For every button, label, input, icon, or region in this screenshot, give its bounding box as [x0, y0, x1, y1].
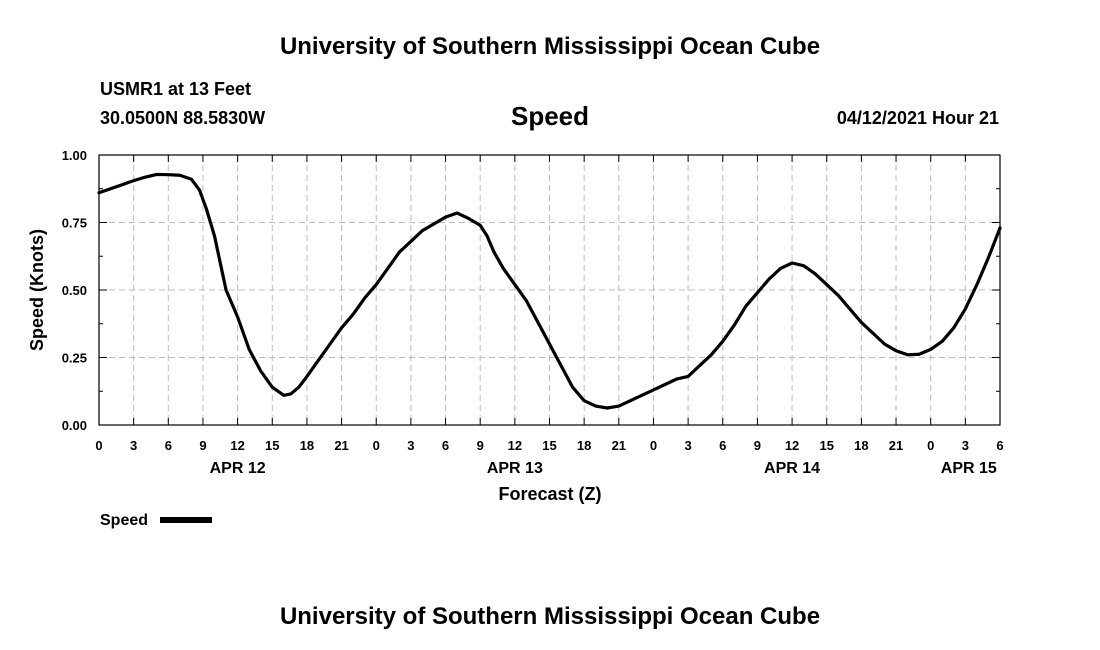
y-tick-label: 0.75: [62, 216, 87, 231]
footer-title: University of Southern Mississippi Ocean…: [280, 603, 820, 630]
x-tick-label: 6: [442, 438, 449, 453]
x-tick-label: 9: [754, 438, 761, 453]
x-tick-label: 0: [650, 438, 657, 453]
station-label: USMR1 at 13 Feet: [100, 79, 251, 99]
x-tick-label: 3: [407, 438, 414, 453]
x-tick-label: 18: [854, 438, 868, 453]
x-tick-label: 15: [265, 438, 279, 453]
y-tick-label: 1.00: [62, 148, 87, 163]
y-tick-label: 0.50: [62, 283, 87, 298]
coordinates-label: 30.0500N 88.5830W: [100, 108, 265, 128]
x-tick-label: 6: [996, 438, 1003, 453]
chart-main-title: University of Southern Mississippi Ocean…: [280, 33, 820, 60]
y-tick-label: 0.25: [62, 351, 87, 366]
x-tick-label: 12: [508, 438, 522, 453]
variable-title: Speed: [511, 101, 589, 131]
speed-series-line: [97, 172, 1002, 410]
x-tick-label: 18: [577, 438, 591, 453]
y-tick-label: 0.00: [62, 418, 87, 433]
x-tick-label: 9: [477, 438, 484, 453]
x-tick-label: 9: [199, 438, 206, 453]
x-tick-label: 6: [165, 438, 172, 453]
x-tick-label: 6: [719, 438, 726, 453]
y-axis-label: Speed (Knots): [27, 229, 47, 351]
x-tick-label: 3: [130, 438, 137, 453]
grid-lines: [99, 155, 1000, 425]
x-tick-label: 12: [230, 438, 244, 453]
date-label: APR 14: [764, 460, 820, 477]
x-tick-label: 0: [95, 438, 102, 453]
date-labels: APR 12 APR 13 APR 14 APR 15: [210, 460, 997, 477]
legend-label: Speed: [100, 512, 148, 529]
legend: Speed: [100, 512, 212, 529]
x-tick-label: 21: [334, 438, 348, 453]
x-tick-label: 15: [819, 438, 833, 453]
x-axis-label: Forecast (Z): [498, 484, 601, 504]
x-tick-labels: 0 3 6 9 12 15 18 21 0 3 6 9 12 15 18 21 0 3 6 9 12 15 18 21 0 3 6: [95, 438, 1003, 453]
x-tick-label: 0: [927, 438, 934, 453]
date-label: APR 13: [487, 460, 543, 477]
x-tick-label: 3: [684, 438, 691, 453]
x-tick-label: 3: [962, 438, 969, 453]
x-tick-label: 0: [373, 438, 380, 453]
date-label: APR 15: [941, 460, 997, 477]
x-tick-label: 21: [612, 438, 626, 453]
x-tick-label: 18: [300, 438, 314, 453]
y-tick-labels: 0.00 0.25 0.50 0.75 1.00: [62, 148, 87, 433]
forecast-datetime: 04/12/2021 Hour 21: [837, 108, 999, 128]
x-tick-label: 15: [542, 438, 556, 453]
x-tick-label: 21: [889, 438, 903, 453]
date-label: APR 12: [210, 460, 266, 477]
x-tick-label: 12: [785, 438, 799, 453]
plot-frame: [98, 154, 1001, 426]
legend-swatch: [160, 517, 212, 523]
